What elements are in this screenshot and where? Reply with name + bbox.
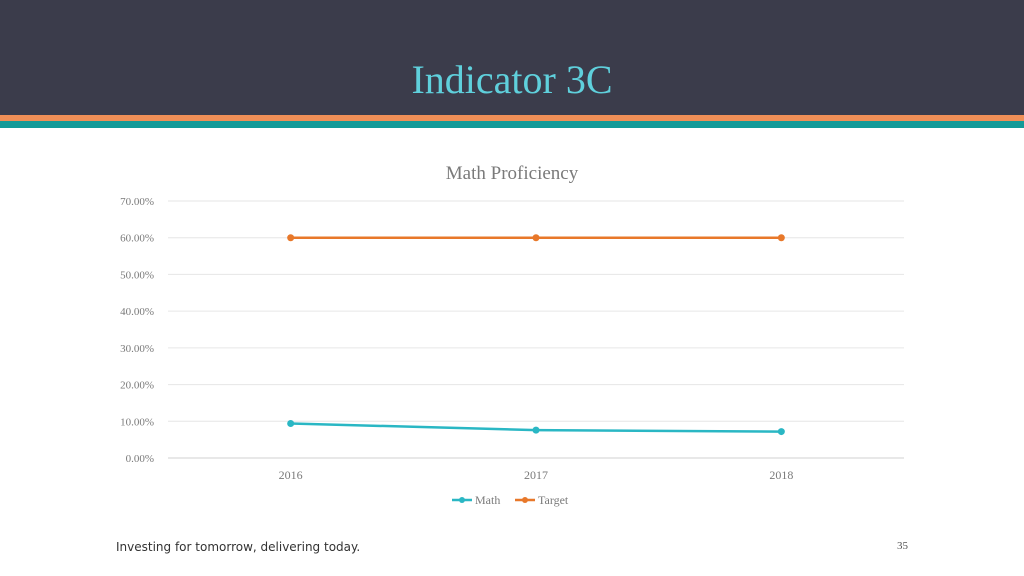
legend-label-target: Target — [538, 493, 569, 507]
y-tick-label: 30.00% — [120, 343, 154, 355]
y-tick-label: 70.00% — [120, 196, 154, 208]
data-point-target — [287, 234, 295, 242]
data-point-math — [287, 419, 295, 427]
x-tick-label: 2018 — [769, 468, 793, 482]
chart-title: Math Proficiency — [445, 163, 579, 184]
slide-header — [0, 0, 1024, 115]
y-tick-label: 0.00% — [126, 453, 154, 465]
legend-label-math: Math — [475, 493, 500, 507]
y-tick-label: 10.00% — [120, 416, 154, 428]
data-point-target — [777, 234, 785, 242]
data-point-target — [532, 234, 540, 242]
footer-tagline: Investing for tomorrow, delivering today… — [116, 540, 361, 554]
x-tick-label: 2016 — [279, 468, 303, 482]
y-tick-label: 60.00% — [120, 233, 154, 245]
y-tick-label: 40.00% — [120, 306, 154, 318]
legend-marker-math — [459, 497, 465, 503]
page-number: 35 — [897, 540, 908, 552]
x-tick-label: 2017 — [524, 468, 548, 482]
data-point-math — [532, 426, 540, 434]
slide-title: Indicator 3C — [411, 57, 613, 102]
header-stripe-teal — [0, 121, 1024, 128]
y-tick-label: 20.00% — [120, 380, 154, 392]
y-tick-label: 50.00% — [120, 269, 154, 281]
legend-marker-target — [522, 497, 528, 503]
header-stripe-orange — [0, 115, 1024, 121]
data-point-math — [777, 428, 785, 436]
